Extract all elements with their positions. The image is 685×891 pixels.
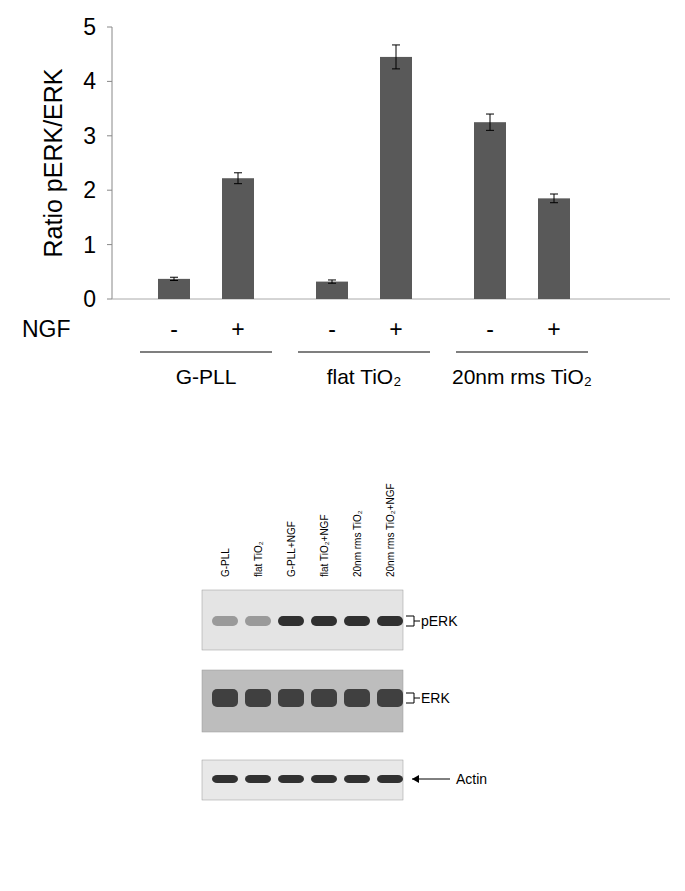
blot-band — [278, 616, 304, 626]
blot-band — [377, 689, 403, 707]
error-bar — [486, 114, 494, 130]
x-tick-label: + — [547, 316, 560, 342]
band-bracket — [406, 616, 420, 626]
error-cap — [392, 68, 400, 69]
error-bar — [392, 45, 400, 69]
group-line — [456, 351, 588, 352]
blot-panel — [202, 590, 403, 650]
x-tick-label: - — [486, 316, 494, 342]
bar — [380, 57, 412, 299]
blot-band — [311, 616, 337, 626]
group-line — [140, 351, 272, 352]
blot-band — [245, 689, 271, 707]
y-tick — [107, 299, 112, 300]
bar — [158, 279, 190, 299]
group-label: 20nm rms TiO₂ — [452, 365, 592, 388]
panel-label: Actin — [456, 771, 487, 787]
y-tick-label: 3 — [83, 123, 96, 149]
error-line — [396, 45, 397, 69]
lane-label: G-PLL+NGF — [286, 521, 297, 577]
panel-label: ERK — [421, 690, 450, 706]
group-label: flat TiO₂ — [327, 365, 402, 388]
y-tick-label: 5 — [83, 14, 96, 40]
y-tick-label: 1 — [83, 232, 96, 258]
error-cap — [550, 202, 558, 203]
error-cap — [328, 283, 336, 284]
bar — [474, 122, 506, 299]
error-cap — [550, 194, 558, 195]
error-bar — [170, 277, 178, 280]
bar — [222, 178, 254, 299]
blot-band — [278, 775, 304, 783]
error-bar — [550, 194, 558, 203]
x-tick-label: - — [170, 316, 178, 342]
y-tick-label: 2 — [83, 177, 96, 203]
blot-band — [311, 775, 337, 783]
error-cap — [170, 277, 178, 278]
group-line — [298, 351, 430, 352]
y-axis-label: Ratio pERK/ERK — [39, 68, 67, 257]
x-tick-label: + — [389, 316, 402, 342]
group-label: G-PLL — [176, 365, 237, 388]
error-bar — [234, 173, 242, 184]
bars — [158, 45, 570, 299]
blot-panel — [202, 760, 403, 800]
blot-panel — [202, 670, 403, 732]
figure: 0 1 2 3 4 5 Ratio pERK/ERK - + - + - + NGF G-PLL flat T… — [0, 0, 685, 891]
error-cap — [486, 114, 494, 115]
error-cap — [234, 172, 242, 173]
y-tick — [107, 190, 112, 191]
bar — [538, 198, 570, 299]
y-tick — [107, 135, 112, 136]
blot-band — [344, 775, 370, 783]
error-cap — [170, 280, 178, 281]
bar — [316, 282, 348, 299]
error-cap — [328, 279, 336, 280]
blot-band — [377, 775, 403, 783]
arrow-head — [412, 775, 419, 783]
lane-label: 20nm rms TiO₂ — [352, 510, 363, 577]
error-cap — [392, 44, 400, 45]
error-bar — [328, 280, 336, 283]
y-axis — [112, 27, 113, 299]
error-line — [238, 173, 239, 184]
y-tick-label: 4 — [83, 68, 96, 94]
blot-band — [212, 616, 238, 626]
lane-label: G-PLL — [220, 548, 231, 577]
blot-band — [212, 775, 238, 783]
x-tick-label: - — [328, 316, 336, 342]
error-line — [554, 194, 555, 203]
y-tick — [107, 244, 112, 245]
x-axis-label: NGF — [22, 316, 71, 342]
lane-label: 20nm rms TiO₂+NGF — [385, 483, 396, 577]
blot-band — [344, 689, 370, 707]
error-line — [490, 114, 491, 130]
blot-band — [245, 616, 271, 626]
blot-band — [344, 616, 370, 626]
error-cap — [486, 130, 494, 131]
x-tick-label: + — [231, 316, 244, 342]
blot-band — [212, 689, 238, 707]
band-bracket — [406, 693, 420, 703]
blot-band — [245, 775, 271, 783]
lane-label: flat TiO₂ — [253, 541, 264, 577]
y-tick — [107, 81, 112, 82]
lane-label: flat TiO₂+NGF — [319, 514, 330, 577]
error-cap — [234, 183, 242, 184]
blot-band — [278, 689, 304, 707]
blot-band — [377, 616, 403, 626]
panel-label: pERK — [421, 613, 458, 629]
y-tick-label: 0 — [83, 286, 96, 312]
blot-band — [311, 689, 337, 707]
y-tick — [107, 27, 112, 28]
